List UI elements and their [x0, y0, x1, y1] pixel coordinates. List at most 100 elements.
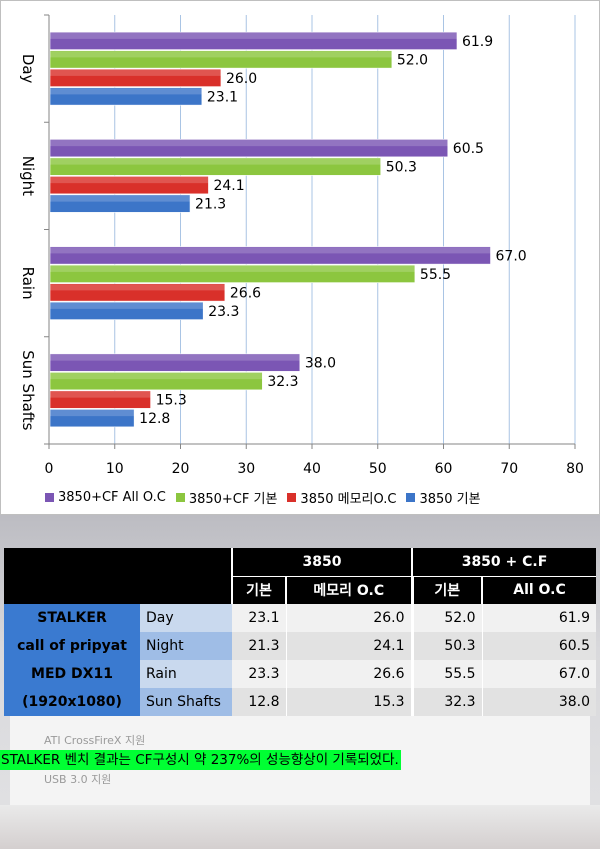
table-cell: 23.3	[232, 660, 286, 688]
table-cell: 60.5	[481, 632, 597, 660]
table-sub-header: 기본	[410, 575, 482, 604]
benchmark-name-line: MED DX11	[4, 660, 140, 688]
table-cell: 38.0	[481, 688, 597, 716]
x-tick-label: 30	[237, 461, 255, 477]
table-row: MED DX11 Rain 23.3 26.6 55.5 67.0	[4, 660, 597, 688]
benchmark-name-line: call of pripyat	[4, 632, 140, 660]
bar-highlight	[50, 302, 204, 309]
background-text-2: USB 3.0 지원	[44, 773, 112, 786]
chart-svg: 0 10 20 30 40 50 60 70 80 Day 61.9 52.0 26.0 23.1 Nigh…	[19, 14, 584, 477]
chart-legend: 3850+CF All O.C 3850+CF 기본 3850 메모리O.C 3850…	[45, 487, 491, 507]
bar	[49, 283, 226, 302]
legend-label: 3850 메모리O.C	[300, 491, 397, 507]
table-cell: 26.6	[285, 660, 412, 688]
bar-highlight	[50, 247, 491, 254]
table-cell: 21.3	[232, 632, 286, 660]
table-cell: 61.9	[481, 604, 597, 632]
table-row: call of pripyat Night 21.3 24.1 50.3 60.…	[4, 632, 597, 660]
legend-item: 3850 기본	[406, 488, 481, 507]
x-tick-label: 70	[500, 461, 518, 477]
bar-highlight	[50, 391, 151, 398]
data-label: 23.1	[207, 89, 238, 105]
data-label: 38.0	[305, 356, 336, 372]
table-cell: 52.0	[410, 604, 482, 632]
legend-swatch	[45, 492, 54, 502]
bar-highlight	[50, 265, 415, 272]
bar-highlight	[50, 69, 221, 76]
legend-swatch	[287, 492, 297, 502]
bar	[49, 139, 449, 158]
bar	[49, 246, 491, 265]
bar-highlight	[50, 51, 392, 58]
data-label: 55.5	[420, 267, 451, 283]
data-label: 32.3	[267, 374, 298, 390]
legend-label: 3850+CF 기본	[188, 491, 278, 507]
data-label: 26.0	[226, 71, 257, 87]
table-sub-header: 기본	[231, 575, 286, 604]
bar-highlight	[50, 88, 202, 95]
x-tick-label: 10	[106, 461, 124, 477]
bar-highlight	[50, 284, 225, 291]
data-label: 21.3	[195, 197, 226, 213]
data-label: 52.0	[397, 52, 428, 68]
table-sub-header: 메모리 O.C	[285, 575, 412, 604]
background-bottom	[0, 805, 600, 849]
table-sub-header: All O.C	[480, 575, 597, 604]
data-label: 26.6	[230, 285, 261, 301]
table-sub-header-row: 기본 메모리 O.C 기본 All O.C	[4, 575, 597, 604]
bar-highlight	[50, 354, 300, 361]
data-label: 23.3	[208, 304, 239, 320]
table-group-header: 3850	[231, 548, 412, 576]
condition-label: Day	[140, 604, 232, 632]
bar-highlight	[50, 32, 457, 39]
legend-swatch	[175, 492, 185, 502]
bar	[49, 176, 209, 195]
category-label: Rain	[19, 267, 37, 300]
bar	[49, 31, 458, 50]
result-caption: STALKER 벤치 결과는 CF구성시 약 237%의 성능향상이 기록되었다…	[0, 750, 401, 770]
table-row: (1920x1080) Sun Shafts 12.8 15.3 32.3 38…	[4, 688, 597, 716]
x-tick-label: 20	[172, 461, 190, 477]
condition-label: Sun Shafts	[140, 688, 232, 716]
legend-item: 3850+CF All O.C	[45, 490, 166, 505]
data-label: 15.3	[156, 393, 187, 409]
table-cell: 15.3	[285, 688, 412, 716]
data-label: 12.8	[139, 411, 170, 427]
x-tick-label: 40	[303, 461, 321, 477]
data-label: 67.0	[496, 248, 527, 264]
background-text-1: ATI CrossFireX 지원	[44, 734, 146, 747]
condition-label: Rain	[140, 660, 232, 688]
bar-highlight	[50, 409, 135, 417]
legend-item: 3850+CF 기본	[175, 488, 278, 507]
table-cell: 67.0	[481, 660, 597, 688]
table-cell: 24.1	[285, 632, 412, 660]
bar-highlight	[50, 372, 263, 380]
benchmark-table: 3850 3850 + C.F 기본 메모리 O.C 기본 All O.C ST…	[4, 548, 597, 716]
bar-highlight	[50, 139, 448, 147]
legend-item: 3850 메모리O.C	[287, 488, 396, 507]
bar	[49, 87, 203, 106]
bar	[49, 50, 393, 69]
table-group-header-row: 3850 3850 + C.F	[4, 548, 597, 604]
table-cell: 32.3	[410, 688, 482, 716]
data-label: 61.9	[462, 34, 493, 50]
bar	[49, 157, 382, 176]
x-tick-label: 0	[45, 461, 54, 477]
legend-label: 3850 기본	[419, 491, 481, 507]
x-tick-label: 50	[369, 461, 387, 477]
bar	[49, 68, 222, 87]
bar	[49, 301, 204, 320]
bar-highlight	[50, 158, 381, 165]
data-label: 50.3	[386, 160, 417, 176]
table-cell: 26.0	[285, 604, 412, 632]
bar	[49, 409, 135, 428]
x-tick-label: 60	[435, 461, 453, 477]
bar	[49, 194, 191, 213]
bar-highlight	[50, 195, 191, 202]
legend-swatch	[406, 492, 416, 502]
category-label: Night	[19, 156, 37, 196]
data-label: 24.1	[213, 178, 244, 194]
bar	[49, 353, 301, 372]
table-cell: 23.1	[232, 604, 286, 632]
bar	[49, 390, 151, 409]
